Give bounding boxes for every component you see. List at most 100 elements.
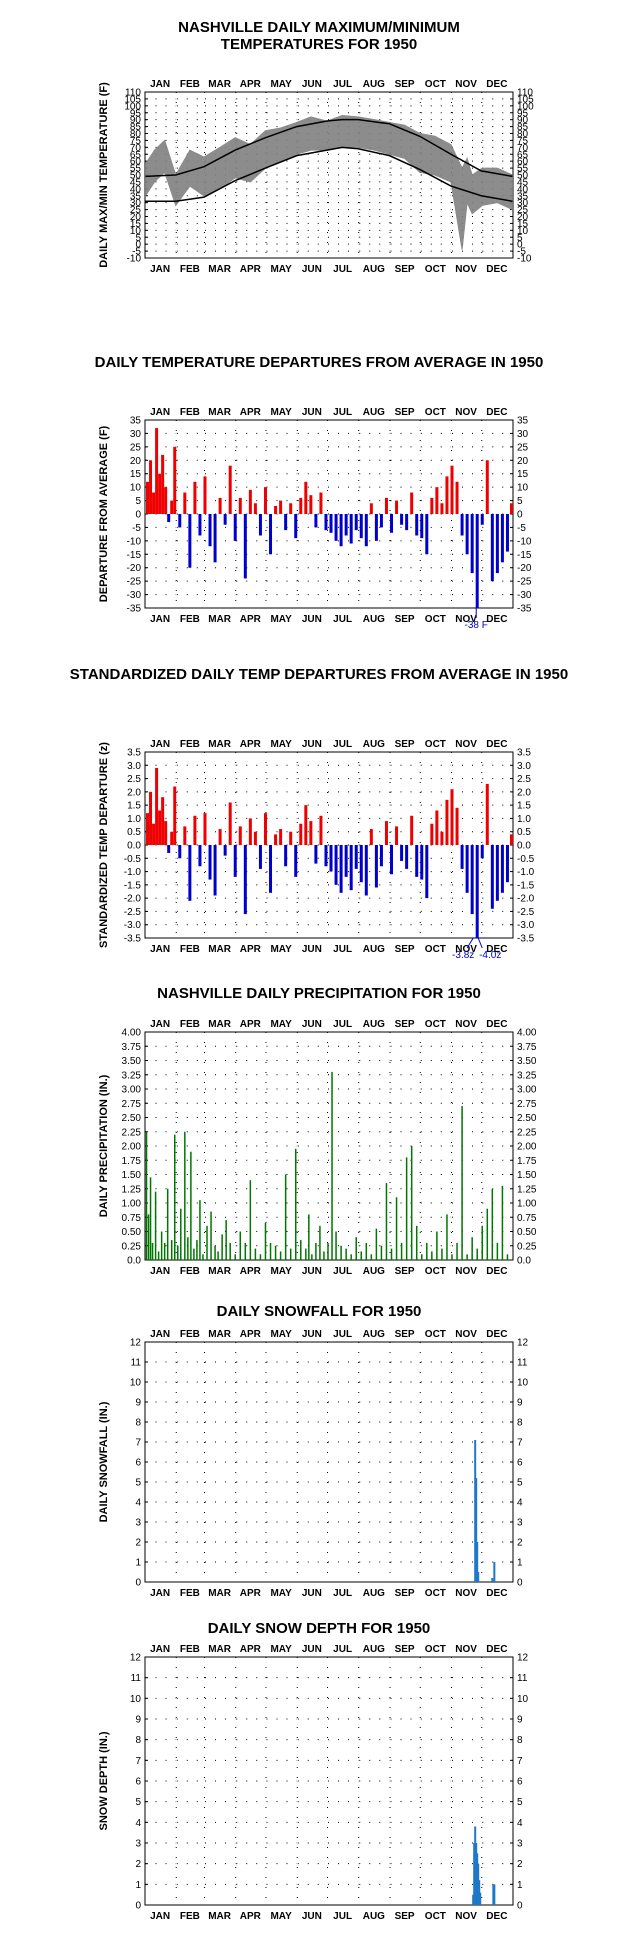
precip-bar [225,1220,227,1260]
departure-bar [155,428,159,514]
snowfall-ytick-left: 0 [135,1578,141,1589]
snowdepth-ytick-right: 4 [517,1818,523,1829]
precip-bar [486,1208,489,1260]
departure-bar [505,514,509,552]
snowdepth-month-bottom: APR [240,1911,262,1922]
normal-min-line [145,146,513,203]
snowfall-month-top: MAY [270,1329,292,1340]
snowdepth-ytick-right: 10 [517,1694,529,1705]
departure-ytick-left: 15 [130,469,142,480]
precip-month-bottom: JUN [302,1266,322,1277]
departure-month-bottom: NOV [455,614,477,625]
precip-bar [305,1248,307,1260]
departure-bar [238,497,242,514]
maxmin-ytick-left: 10 [130,226,142,237]
standardized-bar [470,845,474,915]
precip-bar [476,1248,478,1260]
departure-month-top: SEP [395,407,415,418]
departure-bar [314,514,318,528]
snowfall-month-bottom: MAY [270,1588,292,1599]
snowfall-ytick-right: 3 [517,1518,523,1529]
departure-ytick-right: 35 [517,416,529,427]
standardized-bar [374,845,378,888]
precip-bar [400,1242,403,1260]
precip-bar [269,1242,272,1260]
standardized-ytick-left: 2.0 [127,787,141,798]
snowdepth-ytick-right: 6 [517,1777,523,1788]
departure-bar [490,514,494,582]
departure-bar [495,514,499,574]
standardized-bar [314,845,318,864]
precip-month-top: SEP [395,1019,415,1030]
departure-bar [485,460,489,514]
maxmin-ytick-right: 30 [517,198,529,209]
precip-bar [327,1242,329,1260]
snowdepth-month-top: OCT [425,1644,446,1655]
precip-month-bottom: MAR [208,1266,232,1277]
maxmin-ytick-left: 95 [130,108,142,119]
precip-month-bottom: NOV [455,1266,477,1277]
snowdepth-bar [477,1863,480,1905]
snowdepth-month-top: FEB [180,1644,200,1655]
standardized-ytick-right: -0.5 [517,854,535,865]
precip-bars [145,1071,509,1260]
snowfall-ytick-left: 2 [135,1538,141,1549]
departure-bar [223,514,227,525]
maxmin-month-bottom: JUL [333,264,352,275]
precip-bar [345,1248,347,1260]
snowdepth-frame [144,1656,514,1906]
standardized-month-top: AUG [363,739,385,750]
precip-ytick-left: 3.25 [122,1070,142,1081]
snowdepth-month-top: NOV [455,1644,477,1655]
precip-month-bottom: JUL [333,1266,352,1277]
standardized-ytick-right: 1.5 [517,801,531,812]
snowdepth-ytick-left: 4 [135,1818,141,1829]
maxmin-month-bottom: APR [240,264,262,275]
standardized-bar [263,813,267,845]
snowfall-ytick-left: 11 [131,1358,142,1369]
snowfall-bar [491,1578,494,1582]
precip-bar [217,1251,219,1260]
departure-ytick-left: 10 [130,483,142,494]
maxmin-ytick-left: -10 [127,254,142,265]
standardized-bar [500,845,504,893]
departure-bar [420,514,424,539]
precip-bar [202,1254,204,1260]
snowfall-ytick-right: 8 [517,1418,523,1429]
precip-bar [279,1251,282,1260]
snowfall-ytick-left: 4 [135,1498,141,1509]
departure-bar [339,514,343,547]
precip-bar [501,1185,504,1260]
precip-bar [193,1248,195,1260]
departure-ytick-left: -30 [127,590,142,601]
departure-bar [465,514,469,555]
precip-ytick-left: 1.75 [122,1156,142,1167]
precip-bar [446,1214,448,1260]
maxmin-month-top: OCT [425,79,446,90]
departure-bar [149,460,153,514]
snowfall-bar [476,1542,479,1582]
precip-bar [163,1242,166,1260]
snowdepth-ytick-left: 6 [135,1777,141,1788]
snowdepth-bar [473,1843,476,1905]
snowdepth-month-bottom: DEC [486,1911,507,1922]
precip-bar [496,1242,499,1260]
standardized-month-top: JUL [333,739,352,750]
departure-bar [384,497,388,514]
standardized-bar [294,845,298,877]
precip-ytick-left: 3.50 [122,1056,142,1067]
snowfall-month-top: APR [240,1329,262,1340]
departure-ytick-right: 0 [517,510,523,521]
snowdepth-month-top: DEC [486,1644,507,1655]
precip-bar [166,1188,169,1260]
standardized-bar [359,845,363,883]
departure-bar [445,476,449,514]
departure-bar [440,503,444,514]
standardized-month-bottom: JUN [302,944,322,955]
maxmin-ytick-right: 15 [517,219,529,230]
standardized-month-top: MAR [208,739,232,750]
precip-bar [426,1242,428,1260]
precip-ytick-left: 2.50 [122,1113,142,1124]
standardized-bar [198,845,202,867]
departure-month-top: MAR [208,407,232,418]
